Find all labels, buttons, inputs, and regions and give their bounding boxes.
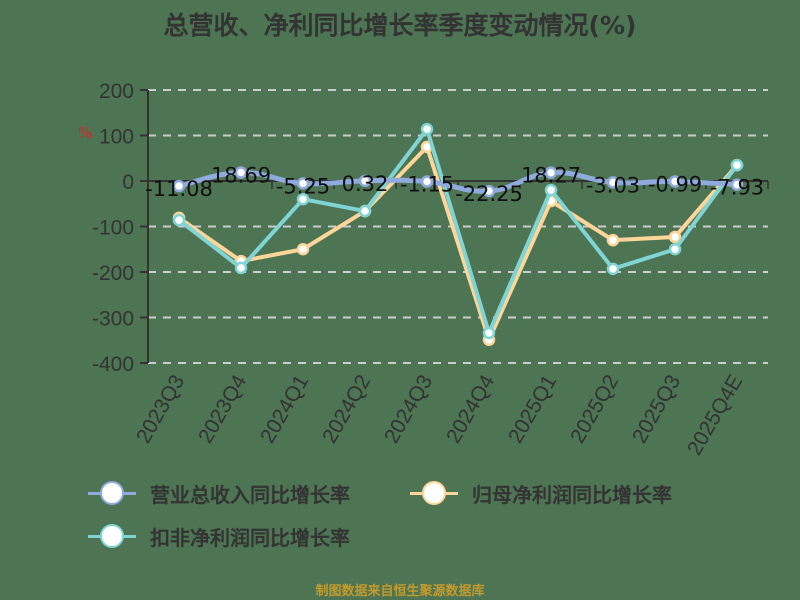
data-label: -3.03 xyxy=(586,173,640,197)
x-tick-label: 2025Q4E xyxy=(683,371,747,459)
data-point xyxy=(544,183,558,197)
x-tick-label: 2024Q4 xyxy=(442,371,499,447)
legend-label: 扣非净利润同比增长率 xyxy=(150,525,350,550)
data-point xyxy=(482,184,496,198)
data-label: -22.25 xyxy=(455,182,523,206)
y-tick-label: -300 xyxy=(92,308,134,331)
legend-item-revenue[interactable]: 营业总收入同比增长率 xyxy=(88,478,350,508)
data-point xyxy=(420,175,434,188)
data-point xyxy=(234,261,248,275)
x-tick-label: 2025Q2 xyxy=(566,371,623,447)
data-point xyxy=(730,178,744,191)
data-point xyxy=(544,166,558,179)
legend-item-deducted-net-profit[interactable]: 扣非净利润同比增长率 xyxy=(88,521,350,551)
data-point xyxy=(172,213,186,227)
data-point xyxy=(606,233,620,247)
series-line xyxy=(178,169,738,194)
x-tick-label: 2023Q4 xyxy=(194,371,251,447)
data-label: 18.69 xyxy=(211,163,271,187)
data-point xyxy=(296,177,310,190)
legend-marker-icon xyxy=(88,521,136,551)
data-label: 18.27 xyxy=(521,164,581,188)
y-tick-label: -400 xyxy=(92,353,134,376)
y-unit-label: % xyxy=(78,124,92,142)
data-point xyxy=(172,179,186,193)
data-label: -5.25 xyxy=(276,174,330,198)
source-footer: 制图数据来自恒生聚源数据库 xyxy=(315,584,485,599)
series-line xyxy=(177,144,739,342)
data-point xyxy=(606,262,620,276)
data-point xyxy=(296,192,310,206)
y-tick-label: 0 xyxy=(122,171,134,194)
chart-title: 总营收、净利同比增长率季度变动情况(%) xyxy=(163,11,637,40)
x-tick-label: 2025Q3 xyxy=(628,371,685,447)
x-tick-label: 2024Q1 xyxy=(256,371,313,447)
y-tick-label: 200 xyxy=(99,80,134,103)
x-tick-label: 2023Q3 xyxy=(132,371,189,447)
data-point xyxy=(296,243,310,256)
data-point xyxy=(358,204,372,218)
legend-label: 归母净利润同比增长率 xyxy=(472,482,672,507)
legend-label: 营业总收入同比增长率 xyxy=(150,482,350,507)
y-tick-label: -100 xyxy=(92,217,134,240)
y-tick-label: -200 xyxy=(92,262,134,285)
series-line xyxy=(177,127,739,335)
data-point xyxy=(606,176,620,189)
legend-item-net-profit[interactable]: 归母净利润同比增长率 xyxy=(410,478,672,508)
x-tick-label: 2024Q3 xyxy=(380,371,437,447)
data-point xyxy=(730,158,744,172)
x-tick-label: 2024Q2 xyxy=(318,371,375,447)
data-point xyxy=(668,230,682,244)
data-point xyxy=(482,326,496,340)
legend-marker-icon xyxy=(88,478,136,508)
data-label: -0.99 xyxy=(648,172,702,196)
x-tick-label: 2025Q1 xyxy=(504,371,561,447)
data-point xyxy=(358,174,372,188)
legend-marker-icon xyxy=(410,478,458,508)
data-point xyxy=(420,122,434,136)
data-point xyxy=(668,243,682,256)
data-point xyxy=(234,166,248,179)
y-tick-label: 100 xyxy=(99,126,134,149)
data-label: -1.15 xyxy=(400,173,454,197)
data-label: 0.32 xyxy=(342,172,389,196)
data-label: -11.08 xyxy=(145,177,213,201)
data-label: -7.93 xyxy=(710,176,764,200)
data-point xyxy=(668,175,682,188)
